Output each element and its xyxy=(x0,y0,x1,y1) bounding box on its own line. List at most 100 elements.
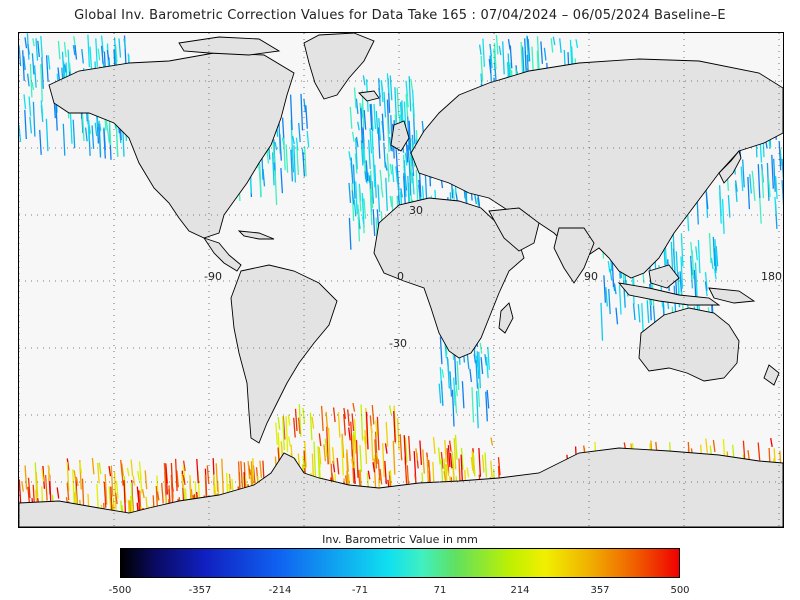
track-stroke xyxy=(44,474,48,501)
iceland xyxy=(358,90,380,102)
track-stroke xyxy=(679,271,683,293)
track-stroke xyxy=(108,486,112,512)
track-stroke xyxy=(130,459,134,477)
track-stroke xyxy=(288,436,291,447)
track-stroke xyxy=(409,153,413,184)
track-stroke xyxy=(374,439,378,469)
track-stroke xyxy=(156,491,160,501)
colorbar-tick: 71 xyxy=(433,585,447,596)
track-stroke xyxy=(98,462,102,475)
track-stroke xyxy=(27,43,30,55)
track-stroke xyxy=(407,144,410,162)
track-stroke xyxy=(271,152,275,186)
track-stroke xyxy=(778,141,782,171)
track-stroke xyxy=(721,199,725,234)
track-stroke xyxy=(426,456,430,487)
track-stroke xyxy=(373,103,377,130)
track-stroke xyxy=(575,39,579,49)
track-stroke xyxy=(302,407,306,424)
track-stroke xyxy=(475,359,479,389)
track-stroke xyxy=(712,236,716,267)
track-stroke xyxy=(757,164,761,199)
colorbar-tick: 357 xyxy=(590,585,610,596)
track-stroke xyxy=(710,257,714,270)
track-stroke xyxy=(415,448,419,461)
track-stroke xyxy=(26,73,30,87)
track-stroke xyxy=(608,288,611,315)
track-stroke xyxy=(27,477,31,499)
track-stroke xyxy=(440,380,444,406)
track-stroke xyxy=(296,146,300,176)
track-stroke xyxy=(325,411,329,431)
track-stroke xyxy=(32,38,35,47)
track-stroke xyxy=(456,360,460,391)
track-stroke xyxy=(559,38,562,53)
track-stroke xyxy=(39,129,42,155)
track-stroke xyxy=(69,113,73,144)
track-stroke xyxy=(481,454,485,473)
track-stroke xyxy=(444,439,447,463)
track-stroke xyxy=(215,463,219,492)
track-stroke xyxy=(353,437,357,454)
track-stroke xyxy=(489,49,493,69)
track-stroke xyxy=(114,492,118,504)
track-stroke xyxy=(449,452,453,469)
track-stroke xyxy=(486,389,490,409)
track-stroke xyxy=(543,47,547,61)
track-stroke xyxy=(182,460,186,472)
track-stroke xyxy=(317,446,321,481)
track-stroke xyxy=(341,438,344,476)
track-stroke xyxy=(113,471,117,510)
track-stroke xyxy=(471,387,475,423)
track-stroke xyxy=(258,161,262,198)
track-stroke xyxy=(607,261,611,273)
track-stroke xyxy=(100,45,104,64)
track-stroke xyxy=(104,474,108,505)
track-stroke xyxy=(446,464,450,476)
track-stroke xyxy=(89,46,93,70)
track-stroke xyxy=(550,38,554,53)
track-stroke xyxy=(408,120,412,159)
track-stroke xyxy=(326,426,329,465)
australia xyxy=(638,307,740,382)
track-stroke xyxy=(121,463,124,476)
track-stroke xyxy=(42,465,46,489)
track-stroke xyxy=(343,407,347,419)
track-stroke xyxy=(355,136,359,148)
track-stroke xyxy=(641,303,644,336)
lon-label-180: 180 xyxy=(761,270,782,283)
track-stroke xyxy=(73,470,77,481)
track-stroke xyxy=(346,452,349,490)
track-stroke xyxy=(84,127,88,142)
track-stroke xyxy=(351,413,355,432)
track-stroke xyxy=(95,38,98,67)
track-stroke xyxy=(399,434,403,461)
track-stroke xyxy=(502,41,505,75)
track-stroke xyxy=(384,460,387,485)
track-stroke xyxy=(615,307,619,325)
track-stroke xyxy=(357,121,360,131)
track-stroke xyxy=(773,158,776,192)
track-stroke xyxy=(123,38,127,50)
track-stroke xyxy=(485,356,489,379)
track-stroke xyxy=(35,38,39,61)
track-stroke xyxy=(31,81,35,91)
track-stroke xyxy=(708,232,712,264)
track-stroke xyxy=(384,162,388,171)
track-stroke xyxy=(347,409,350,427)
track-stroke xyxy=(163,462,167,483)
track-stroke xyxy=(697,239,701,274)
track-stroke xyxy=(781,180,783,206)
track-stroke xyxy=(176,470,179,488)
track-stroke xyxy=(348,427,351,441)
track-stroke xyxy=(704,281,708,291)
track-stroke xyxy=(103,129,106,159)
track-stroke xyxy=(24,465,28,490)
track-stroke xyxy=(495,35,499,55)
track-stroke xyxy=(361,192,365,224)
track-stroke xyxy=(432,437,436,454)
track-stroke xyxy=(79,462,83,474)
track-stroke xyxy=(451,389,455,427)
track-stroke xyxy=(372,209,376,237)
track-stroke xyxy=(411,89,415,117)
